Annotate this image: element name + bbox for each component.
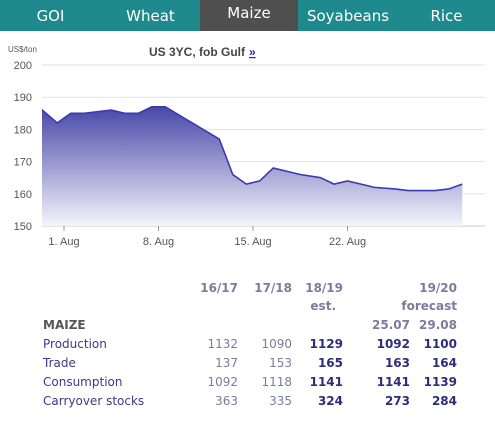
table-cell: 1141 — [376, 375, 410, 389]
x-tick-label: 15. Aug — [234, 236, 271, 248]
table-cell: 1092 — [376, 337, 410, 351]
commodity-tab-bar: GOI Wheat Maize Soyabeans Rice — [0, 0, 495, 31]
table-row: Trade 137 153 165 163 164 — [0, 356, 495, 374]
table-cell: 164 — [431, 356, 457, 370]
tab-goi[interactable]: GOI — [36, 7, 65, 25]
tab-rice[interactable]: Rice — [430, 7, 463, 25]
col-header-1920: 19/20 — [419, 281, 457, 295]
x-tick-label: 8. Aug — [143, 236, 174, 248]
y-tick-label: 180 — [14, 124, 32, 136]
table-cell: 363 — [215, 394, 238, 408]
chart-title-link[interactable]: » — [249, 45, 256, 59]
price-chart: US$/ton US 3YC, fob Gulf » 150 160 170 180 1… — [0, 31, 495, 281]
col-header-1819: 18/19 — [305, 281, 343, 295]
y-tick-label: 190 — [14, 92, 32, 104]
y-tick-label: 160 — [14, 189, 32, 201]
table-cell: 335 — [269, 394, 292, 408]
table-cell: 1139 — [423, 375, 457, 389]
table-cell: 273 — [384, 394, 410, 408]
table-cell: 1132 — [207, 337, 238, 351]
y-tick-label: 200 — [14, 60, 32, 72]
table-cell: 165 — [317, 356, 343, 370]
table-cell: 1100 — [423, 337, 457, 351]
series-line[interactable] — [24, 94, 463, 192]
table-cell: 153 — [269, 356, 292, 370]
price-chart-svg: US$/ton US 3YC, fob Gulf » 150 160 170 180 1… — [8, 45, 485, 248]
table-cell: 163 — [384, 356, 410, 370]
x-tick-label: 1. Aug — [48, 236, 79, 248]
table-cell: 284 — [431, 394, 457, 408]
row-label-trade: Trade — [43, 356, 76, 370]
table-row: Production 1132 1090 1129 1092 1100 — [0, 337, 495, 355]
y-axis-unit-label: US$/ton — [8, 45, 37, 54]
table-cell: 1092 — [207, 375, 238, 389]
table-cell: 1141 — [309, 375, 343, 389]
row-label-production: Production — [43, 337, 107, 351]
tab-soyabeans[interactable]: Soyabeans — [306, 7, 390, 25]
col-header-1617: 16/17 — [200, 281, 238, 295]
table-row: Carryover stocks 363 335 324 273 284 — [0, 394, 495, 412]
col-subheader-2507: 25.07 — [372, 318, 410, 332]
y-tick-label: 150 — [14, 221, 32, 233]
tab-wheat[interactable]: Wheat — [126, 7, 175, 25]
table-cell: 324 — [317, 394, 343, 408]
col-header-1718: 17/18 — [254, 281, 292, 295]
table-cell: 1118 — [261, 375, 292, 389]
row-label-carryover-stocks: Carryover stocks — [43, 394, 145, 408]
table-section-row: MAIZE 25.07 29.08 — [0, 318, 495, 336]
table-cell: 1090 — [261, 337, 292, 351]
tab-maize[interactable]: Maize — [200, 0, 298, 31]
series-area-fill — [42, 106, 463, 226]
table-cell: 137 — [215, 356, 238, 370]
y-tick-label: 170 — [14, 157, 32, 169]
chart-title: US 3YC, fob Gulf — [149, 45, 246, 59]
col-subheader-est: est. — [310, 299, 336, 313]
col-subheader-2908: 29.08 — [419, 318, 457, 332]
table-row: Consumption 1092 1118 1141 1141 1139 — [0, 375, 495, 393]
section-label-maize: MAIZE — [43, 318, 86, 332]
table-header-row-1: 16/17 17/18 18/19 19/20 — [0, 281, 495, 299]
table-header-row-2: est. forecast — [0, 299, 495, 317]
row-label-consumption: Consumption — [43, 375, 123, 389]
col-subheader-forecast: forecast — [401, 299, 457, 313]
x-tick-label: 22. Aug — [329, 236, 366, 248]
table-cell: 1129 — [309, 337, 343, 351]
